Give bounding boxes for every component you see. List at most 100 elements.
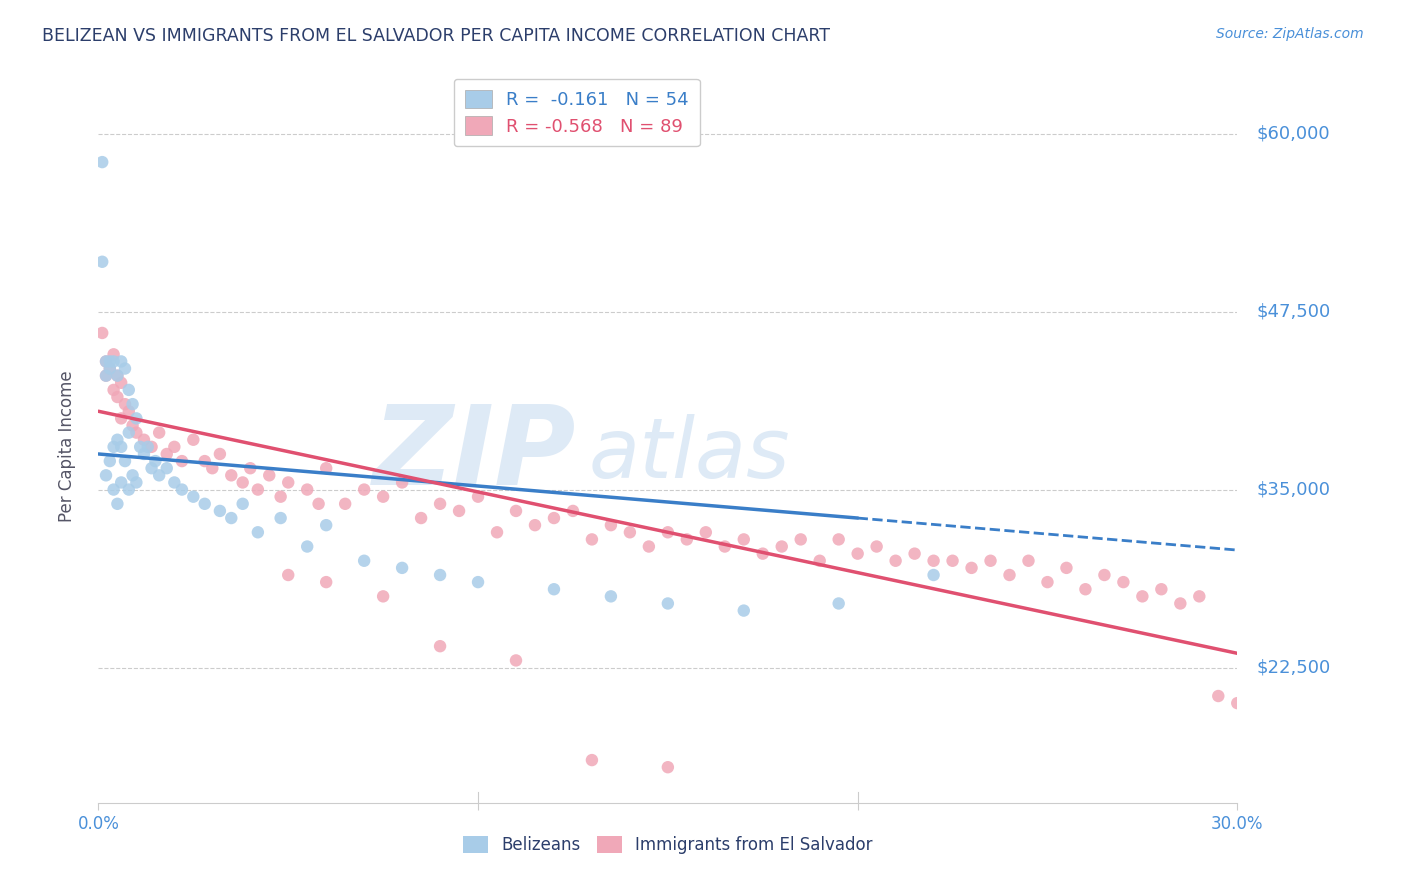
Point — [232, 497, 254, 511]
Point — [118, 425, 141, 440]
Point — [208, 447, 231, 461]
Point — [107, 497, 129, 511]
Point — [1226, 696, 1249, 710]
Point — [270, 511, 292, 525]
Point — [695, 525, 717, 540]
Point — [619, 525, 641, 540]
Point — [315, 461, 337, 475]
Text: Per Capita Income: Per Capita Income — [59, 370, 76, 522]
Text: $22,500: $22,500 — [1257, 658, 1330, 676]
Point — [467, 575, 489, 590]
Point — [600, 518, 623, 533]
Point — [1170, 597, 1192, 611]
Text: $47,500: $47,500 — [1257, 302, 1330, 320]
Point — [121, 418, 143, 433]
Point — [98, 454, 121, 468]
Point — [132, 447, 155, 461]
Point — [543, 582, 565, 597]
Point — [960, 561, 983, 575]
Point — [170, 483, 193, 497]
Point — [107, 433, 129, 447]
Point — [98, 354, 121, 368]
Point — [790, 533, 813, 547]
Point — [163, 440, 186, 454]
Point — [429, 497, 451, 511]
Point — [121, 468, 143, 483]
Point — [201, 461, 224, 475]
Point — [125, 425, 148, 440]
Point — [221, 511, 243, 525]
Point — [94, 368, 117, 383]
Point — [371, 490, 394, 504]
Point — [1018, 554, 1040, 568]
Point — [505, 504, 527, 518]
Point — [270, 490, 292, 504]
Point — [246, 483, 269, 497]
Point — [110, 376, 132, 390]
Point — [194, 497, 217, 511]
Point — [1112, 575, 1135, 590]
Point — [543, 511, 565, 525]
Point — [524, 518, 547, 533]
Point — [714, 540, 737, 554]
Point — [118, 483, 141, 497]
Point — [94, 468, 117, 483]
Point — [183, 490, 205, 504]
Point — [98, 361, 121, 376]
Point — [1188, 590, 1211, 604]
Legend: Belizeans, Immigrants from El Salvador: Belizeans, Immigrants from El Salvador — [456, 830, 880, 861]
Point — [600, 590, 623, 604]
Point — [581, 533, 603, 547]
Point — [114, 454, 136, 468]
Point — [1036, 575, 1059, 590]
Point — [118, 404, 141, 418]
Point — [239, 461, 262, 475]
Point — [114, 397, 136, 411]
Point — [315, 575, 337, 590]
Point — [828, 597, 851, 611]
Point — [657, 760, 679, 774]
Text: BELIZEAN VS IMMIGRANTS FROM EL SALVADOR PER CAPITA INCOME CORRELATION CHART: BELIZEAN VS IMMIGRANTS FROM EL SALVADOR … — [42, 27, 830, 45]
Point — [145, 454, 167, 468]
Point — [581, 753, 603, 767]
Text: $35,000: $35,000 — [1257, 481, 1330, 499]
Text: $60,000: $60,000 — [1257, 125, 1330, 143]
Point — [411, 511, 433, 525]
Point — [297, 540, 319, 554]
Point — [163, 475, 186, 490]
Point — [110, 354, 132, 368]
Point — [828, 533, 851, 547]
Point — [315, 518, 337, 533]
Point — [486, 525, 509, 540]
Point — [1150, 582, 1173, 597]
Point — [391, 561, 413, 575]
Point — [1208, 689, 1230, 703]
Point — [110, 475, 132, 490]
Point — [118, 383, 141, 397]
Point — [221, 468, 243, 483]
Point — [94, 354, 117, 368]
Point — [371, 590, 394, 604]
Point — [1094, 568, 1116, 582]
Point — [353, 554, 375, 568]
Point — [676, 533, 699, 547]
Point — [904, 547, 927, 561]
Point — [562, 504, 585, 518]
Point — [998, 568, 1021, 582]
Point — [353, 483, 375, 497]
Point — [121, 397, 143, 411]
Point — [94, 354, 117, 368]
Point — [107, 368, 129, 383]
Point — [246, 525, 269, 540]
Text: Source: ZipAtlas.com: Source: ZipAtlas.com — [1216, 27, 1364, 41]
Point — [467, 490, 489, 504]
Point — [922, 568, 945, 582]
Point — [657, 525, 679, 540]
Point — [91, 155, 114, 169]
Point — [148, 425, 170, 440]
Point — [638, 540, 661, 554]
Point — [107, 390, 129, 404]
Point — [136, 440, 159, 454]
Point — [148, 468, 170, 483]
Point — [808, 554, 831, 568]
